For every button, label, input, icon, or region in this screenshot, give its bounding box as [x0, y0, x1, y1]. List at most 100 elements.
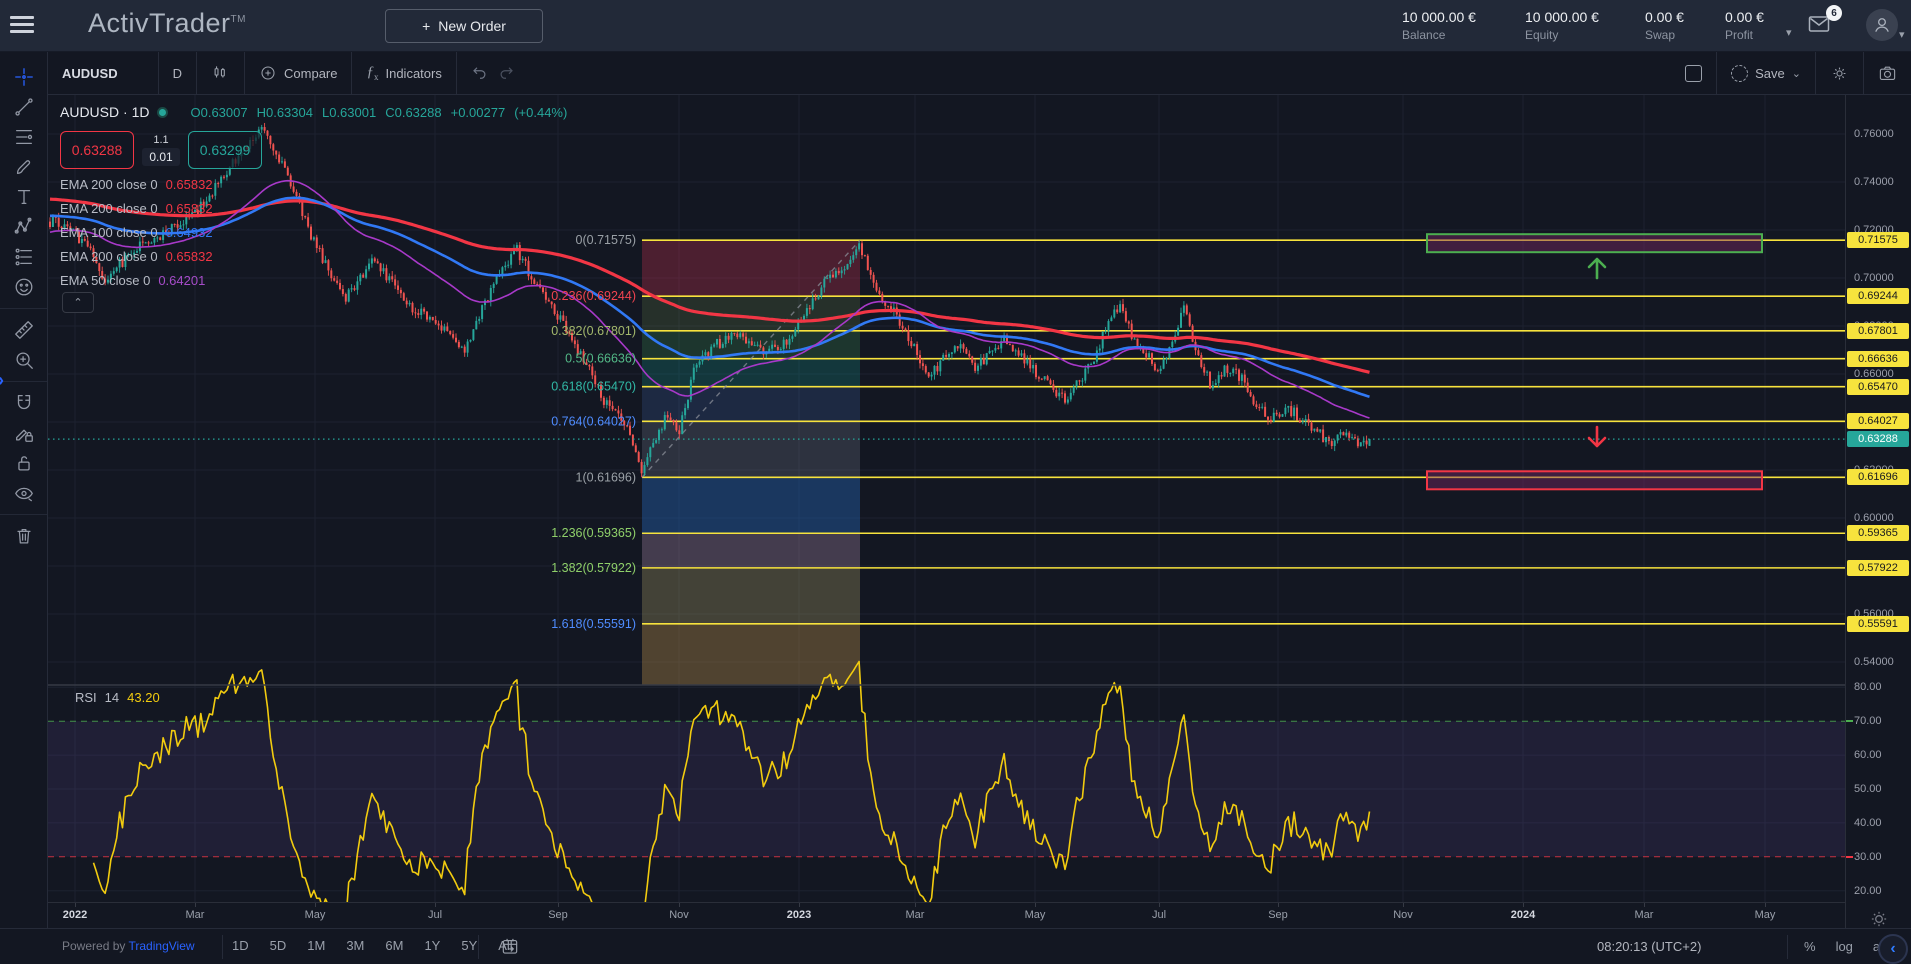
compare-button[interactable]: Compare: [245, 52, 351, 94]
zoom-in-icon: [13, 349, 35, 371]
rsi-tick: 50.00: [1854, 783, 1882, 795]
trade-panel: 0.63288 1.1 0.01 0.63299: [60, 131, 262, 169]
range-5y[interactable]: 5Y: [461, 938, 477, 953]
time-tick-label: Nov: [669, 909, 689, 921]
eye-tool[interactable]: [7, 478, 41, 508]
account-value: 0.00 €: [1645, 9, 1684, 25]
spread-info: 1.1 0.01: [136, 134, 186, 166]
chart-symbol-title[interactable]: AUDUSD · 1D: [60, 104, 149, 120]
time-tick-mark: [435, 903, 436, 907]
range-6m[interactable]: 6M: [385, 938, 403, 953]
brush-tool[interactable]: [7, 152, 41, 182]
ema-legend-value: 0.65832: [166, 177, 213, 192]
crosshair-tool[interactable]: [7, 62, 41, 92]
rsi-oversold-mark: [1846, 856, 1853, 858]
fib-level-label: 0.5(0.66636): [565, 352, 636, 366]
log-scale-button[interactable]: log: [1836, 939, 1853, 954]
lock-tool[interactable]: [7, 448, 41, 478]
market-status-icon[interactable]: [157, 107, 168, 118]
fib-price-label: 0.71575: [1847, 232, 1909, 248]
menu-icon[interactable]: [10, 16, 34, 36]
redo-button[interactable]: [493, 52, 529, 94]
avatar-caret-icon[interactable]: ▾: [1899, 28, 1905, 41]
ema-legend-row[interactable]: EMA 100 close 00.64932: [60, 220, 213, 244]
time-tick-mark: [1403, 903, 1404, 907]
range-1y[interactable]: 1Y: [424, 938, 440, 953]
price-scale[interactable]: 0.760000.740000.720000.700000.680000.660…: [1845, 95, 1911, 928]
time-tick-mark: [195, 903, 196, 907]
profit-caret-icon[interactable]: ▾: [1786, 26, 1792, 39]
collapse-legend-button[interactable]: ⌃: [62, 292, 94, 313]
chart-settings-button[interactable]: [1816, 52, 1863, 94]
ema-legend-row[interactable]: EMA 200 close 00.65832: [60, 172, 213, 196]
ema-legend-row[interactable]: EMA 200 close 00.65832: [60, 196, 213, 220]
draw-lock-tool[interactable]: [7, 418, 41, 448]
rsi-tick: 20.00: [1854, 885, 1882, 897]
ohlc-item: L0.63001: [322, 105, 376, 120]
fib-level-label: 0.236(0.69244): [551, 289, 636, 303]
range-1d[interactable]: 1D: [232, 938, 249, 953]
emoji-tool[interactable]: [7, 272, 41, 302]
axis-settings-icon[interactable]: [1868, 908, 1890, 930]
clock[interactable]: 08:20:13 (UTC+2): [1597, 939, 1701, 954]
time-tick-mark: [558, 903, 559, 907]
new-order-button[interactable]: + New Order: [385, 9, 543, 43]
ohlc-item: C0.63288: [385, 105, 441, 120]
price-tick: 0.74000: [1854, 176, 1894, 188]
person-icon: [1872, 15, 1892, 35]
ruler-tool[interactable]: [7, 315, 41, 345]
ema-legend-row[interactable]: EMA 50 close 00.64201: [60, 268, 213, 292]
ema-legend-row[interactable]: EMA 200 close 00.65832: [60, 244, 213, 268]
price-tick: 0.70000: [1854, 272, 1894, 284]
percent-scale-button[interactable]: %: [1804, 939, 1816, 954]
time-tick-mark: [315, 903, 316, 907]
rsi-tick: 30.00: [1854, 851, 1882, 863]
fib-price-label: 0.67801: [1847, 323, 1909, 339]
time-tick-mark: [679, 903, 680, 907]
rsi-tick: 60.00: [1854, 749, 1882, 761]
save-button[interactable]: Save ⌄: [1717, 52, 1815, 94]
time-tick-label: Mar: [186, 909, 205, 921]
magnet-tool[interactable]: [7, 388, 41, 418]
avatar[interactable]: [1866, 9, 1898, 41]
forecast-icon: [13, 246, 35, 268]
symbol-toolbar: AUDUSD D Compare ƒx Indicators Save ⌄: [48, 52, 1911, 95]
expand-panel-chevron-icon[interactable]: ›: [0, 370, 4, 391]
range-3m[interactable]: 3M: [346, 938, 364, 953]
collapse-sidebar-chevron[interactable]: ‹: [1878, 934, 1908, 964]
magnet-icon: [13, 392, 35, 414]
ohlc-item: +0.00277: [451, 105, 506, 120]
time-tick-mark: [1765, 903, 1766, 907]
range-1m[interactable]: 1M: [307, 938, 325, 953]
symbol-button[interactable]: AUDUSD: [48, 52, 158, 94]
indicators-button[interactable]: ƒx Indicators: [352, 52, 455, 94]
sell-button[interactable]: 0.63288: [60, 131, 134, 169]
account-value: 0.00 €: [1725, 9, 1764, 25]
buy-button[interactable]: 0.63299: [188, 131, 262, 169]
time-tick-mark: [915, 903, 916, 907]
go-to-date-icon[interactable]: [500, 936, 520, 956]
rsi-legend[interactable]: RSI1443.20: [75, 690, 160, 705]
trash-tool[interactable]: [7, 521, 41, 551]
fib-price-label: 0.65470: [1847, 379, 1909, 395]
chart-style-button[interactable]: [197, 52, 244, 94]
tradingview-link[interactable]: TradingView: [129, 939, 195, 953]
zoom-in-tool[interactable]: [7, 345, 41, 375]
ema-legend-label: EMA 50 close 0: [60, 273, 150, 288]
snapshot-button[interactable]: [1864, 52, 1911, 94]
save-caret-icon: ⌄: [1792, 67, 1801, 80]
forecast-tool[interactable]: [7, 242, 41, 272]
fib-price-label: 0.57922: [1847, 560, 1909, 576]
pattern-tool[interactable]: [7, 212, 41, 242]
text-tool[interactable]: [7, 182, 41, 212]
redo-icon: [497, 64, 515, 82]
ohlc-item: H0.63304: [257, 105, 313, 120]
range-5d[interactable]: 5D: [270, 938, 287, 953]
interval-button[interactable]: D: [159, 52, 196, 94]
undo-button[interactable]: [457, 52, 493, 94]
layout-button[interactable]: [1671, 52, 1716, 94]
price-chart[interactable]: 0(0.71575)0.236(0.69244)0.382(0.67801)0.…: [48, 95, 1845, 902]
time-axis[interactable]: 2022MarMayJulSepNov2023MarMayJulSepNov20…: [48, 902, 1845, 928]
trend-line-tool[interactable]: [7, 92, 41, 122]
fib-tools-tool[interactable]: [7, 122, 41, 152]
